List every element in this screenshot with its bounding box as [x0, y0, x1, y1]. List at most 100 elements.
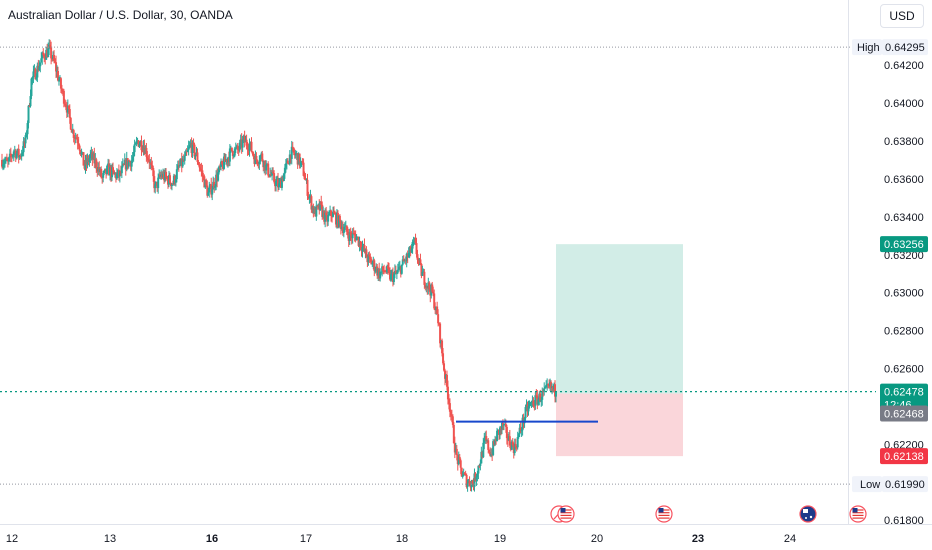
flag-us-icon[interactable]	[849, 505, 867, 523]
candle	[50, 41, 53, 65]
candle	[508, 429, 511, 448]
low-label-box	[852, 476, 882, 493]
candle	[1, 159, 4, 171]
entry-label-box	[880, 405, 928, 422]
candle	[392, 272, 395, 285]
candle	[419, 253, 422, 266]
y-tick-label: 0.63800	[884, 136, 924, 148]
candle	[436, 301, 439, 315]
candle	[56, 66, 59, 82]
candle	[76, 133, 79, 150]
candle	[261, 150, 264, 163]
y-tick-label: 0.64200	[884, 60, 924, 72]
candle	[449, 409, 452, 421]
y-tick-label: 0.63000	[884, 288, 924, 300]
candle	[259, 154, 262, 165]
candle	[150, 156, 153, 171]
candle	[280, 175, 283, 191]
candle	[278, 177, 280, 190]
candle	[20, 149, 23, 161]
low-label-text: Low	[860, 479, 880, 491]
high-label-box	[852, 39, 882, 56]
candle	[298, 153, 301, 169]
candle	[121, 158, 124, 168]
currency-button[interactable]: USD	[880, 4, 924, 28]
candle	[100, 166, 103, 179]
candle	[505, 424, 508, 445]
candle	[201, 164, 204, 183]
y-tick-label: 0.62800	[884, 326, 924, 338]
flag-us-icon[interactable]	[557, 505, 575, 523]
candle	[197, 159, 200, 166]
candle	[82, 152, 85, 166]
y-tick-label: 0.64000	[884, 98, 924, 110]
candle	[373, 258, 376, 277]
candle	[485, 430, 488, 445]
candle	[315, 200, 318, 221]
candle	[57, 76, 60, 86]
loss-zone[interactable]	[556, 393, 683, 457]
candle	[236, 142, 239, 154]
candle	[185, 148, 188, 156]
candle	[275, 176, 278, 192]
position-zones	[556, 244, 683, 457]
candle	[387, 261, 390, 275]
candle	[453, 436, 456, 459]
candle	[330, 209, 333, 222]
candle	[194, 154, 197, 161]
chart-grid	[0, 0, 932, 525]
candle	[135, 136, 138, 147]
candle	[483, 432, 486, 450]
candle	[145, 142, 148, 162]
candle	[39, 62, 42, 73]
candle	[17, 144, 20, 164]
x-tick-label: 18	[396, 533, 408, 545]
candle	[7, 156, 10, 165]
x-tick-label: 17	[300, 533, 312, 545]
high-value-text: 0.64295	[885, 42, 925, 54]
candle	[365, 246, 368, 258]
high-value-box	[882, 39, 928, 56]
candle	[69, 116, 72, 130]
candle	[73, 134, 76, 145]
price-axis-labels: High0.64295Low0.619900.632560.6247812:46…	[852, 39, 928, 493]
candle	[370, 257, 373, 265]
candle	[303, 171, 306, 180]
candle	[272, 167, 275, 175]
low-value-text: 0.61990	[885, 479, 925, 491]
candle	[380, 271, 383, 275]
candle	[181, 155, 184, 168]
high-label-text: High	[857, 42, 880, 54]
candle	[246, 141, 249, 156]
candle	[555, 391, 557, 403]
candle	[277, 172, 280, 192]
candle	[72, 128, 75, 143]
y-tick-label: 0.61800	[884, 515, 924, 527]
candle	[5, 153, 8, 161]
candle	[282, 172, 285, 182]
candle	[534, 391, 537, 410]
candle	[273, 170, 276, 184]
candle	[267, 161, 270, 178]
flag-us-icon[interactable]	[655, 505, 673, 523]
candle	[308, 194, 311, 204]
candles	[1, 39, 557, 492]
candle	[530, 400, 533, 409]
candle	[198, 162, 201, 172]
candle	[248, 138, 251, 157]
candle	[256, 159, 259, 167]
flag-au-icon[interactable]	[799, 505, 817, 523]
profit-zone[interactable]	[556, 244, 683, 394]
candle	[324, 208, 327, 228]
candle	[111, 163, 114, 182]
candle	[271, 167, 274, 181]
candle	[452, 422, 455, 444]
candle	[468, 476, 471, 487]
candle	[306, 173, 309, 200]
candle	[140, 135, 143, 156]
candle	[168, 172, 171, 184]
candle	[148, 154, 151, 170]
current-price-label-box	[880, 383, 928, 412]
candle	[48, 39, 51, 56]
